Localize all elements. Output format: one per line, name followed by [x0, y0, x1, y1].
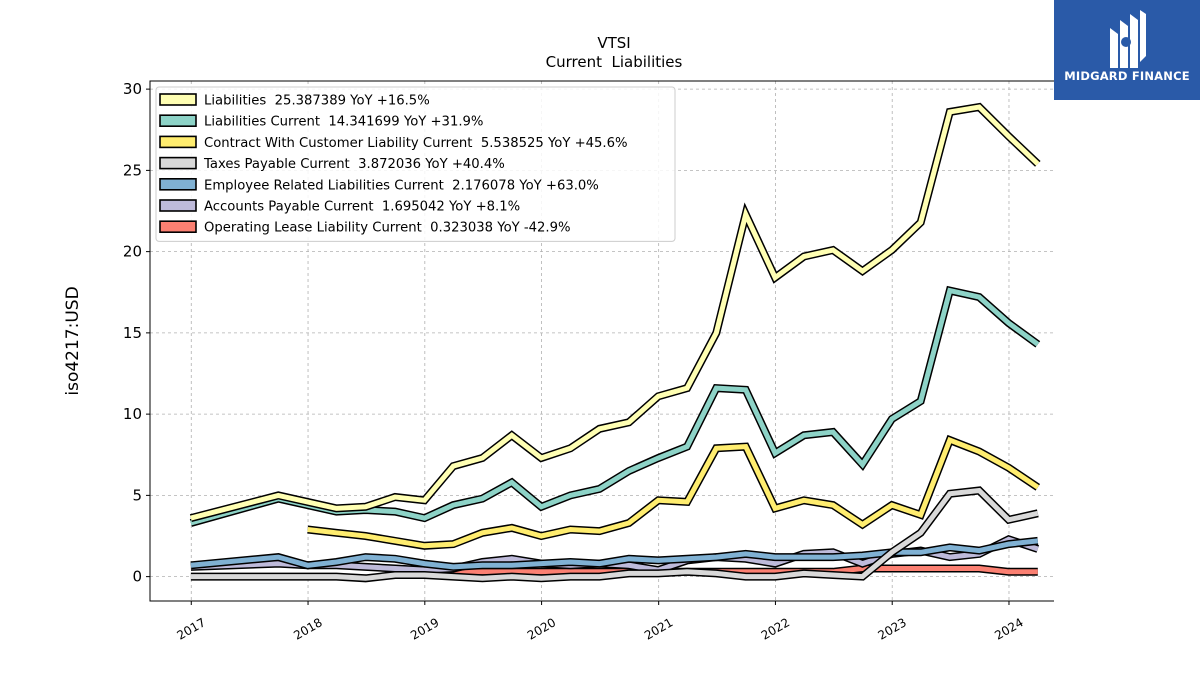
y-tick-label: 30 — [123, 80, 142, 98]
chart-title: VTSI — [597, 34, 630, 52]
series-4 — [190, 536, 1039, 571]
y-tick-label: 10 — [123, 405, 142, 423]
x-tick-label: 2022 — [759, 615, 792, 642]
chart-subtitle: Current Liabilities — [546, 53, 683, 71]
x-tick-label: 2019 — [408, 615, 441, 642]
legend-entry: Contract With Customer Liability Current… — [159, 135, 628, 151]
legend-swatch — [159, 135, 197, 149]
x-tick-label: 2024 — [992, 615, 1025, 642]
legend-swatch — [159, 93, 197, 106]
x-tick-label: 2018 — [291, 615, 324, 642]
series-line — [190, 287, 1040, 526]
series-line — [453, 566, 1038, 575]
legend-label: Liabilities Current 14.341699 YoY +31.9% — [204, 115, 483, 130]
chart: 0 5 10 15 20 25 30 2017 2018 2019 2020 2021 2022 2023… — [63, 34, 1054, 643]
y-tick-label: 15 — [123, 324, 142, 342]
legend-entry: Liabilities 25.387389 YoY +16.5% — [159, 93, 430, 109]
legend-swatch — [159, 178, 197, 191]
series-6 — [453, 564, 1038, 576]
y-axis-label: iso4217:USD — [63, 286, 83, 395]
series-0 — [189, 102, 1041, 522]
y-tick-label: 25 — [123, 161, 142, 179]
y-tick-label: 0 — [132, 568, 142, 586]
legend-label: Taxes Payable Current 3.872036 YoY +40.4… — [203, 157, 505, 172]
legend-label: Contract With Customer Liability Current… — [204, 136, 628, 151]
y-tick-label: 20 — [123, 243, 142, 261]
series-line — [190, 538, 1039, 570]
legend-swatch — [159, 156, 197, 170]
legend-label: Liabilities 25.387389 YoY +16.5% — [204, 94, 430, 109]
series-3 — [190, 486, 1039, 583]
legend-box — [155, 86, 676, 242]
legend-swatch — [159, 220, 197, 233]
x-tick-label: 2017 — [175, 615, 208, 642]
series-line — [190, 104, 1040, 521]
legend-entry: Employee Related Liabilities Current 2.1… — [159, 178, 599, 193]
legend-label: Operating Lease Liability Current 0.3230… — [204, 221, 571, 236]
brand-logo: MIDGARD FINANCE — [1054, 0, 1200, 100]
legend-swatch — [159, 199, 197, 212]
series-2 — [307, 434, 1041, 550]
midgard-logo-icon — [1110, 10, 1146, 68]
legend-entry: Liabilities Current 14.341699 YoY +31.9% — [159, 114, 483, 130]
brand-name: MIDGARD FINANCE — [1064, 69, 1190, 83]
y-tick-label: 5 — [132, 486, 142, 504]
x-tick-label: 2021 — [642, 615, 675, 642]
x-tick-label: 2023 — [875, 615, 908, 642]
legend-label: Accounts Payable Current 1.695042 YoY +8… — [204, 200, 520, 215]
legend-entry: Taxes Payable Current 3.872036 YoY +40.4… — [159, 156, 505, 172]
legend: Liabilities 25.387389 YoY +16.5% Liabilit… — [155, 86, 676, 242]
series-line — [307, 436, 1040, 549]
legend-entry: Accounts Payable Current 1.695042 YoY +8… — [159, 199, 520, 215]
legend-entry: Operating Lease Liability Current 0.3230… — [159, 220, 571, 236]
series-line — [190, 487, 1039, 581]
legend-swatch — [159, 114, 197, 127]
x-tick-label: 2020 — [525, 615, 558, 642]
series-lines — [189, 102, 1041, 583]
legend-label: Employee Related Liabilities Current 2.1… — [204, 178, 599, 193]
plot-frame — [149, 80, 1054, 602]
series-1 — [189, 285, 1041, 527]
